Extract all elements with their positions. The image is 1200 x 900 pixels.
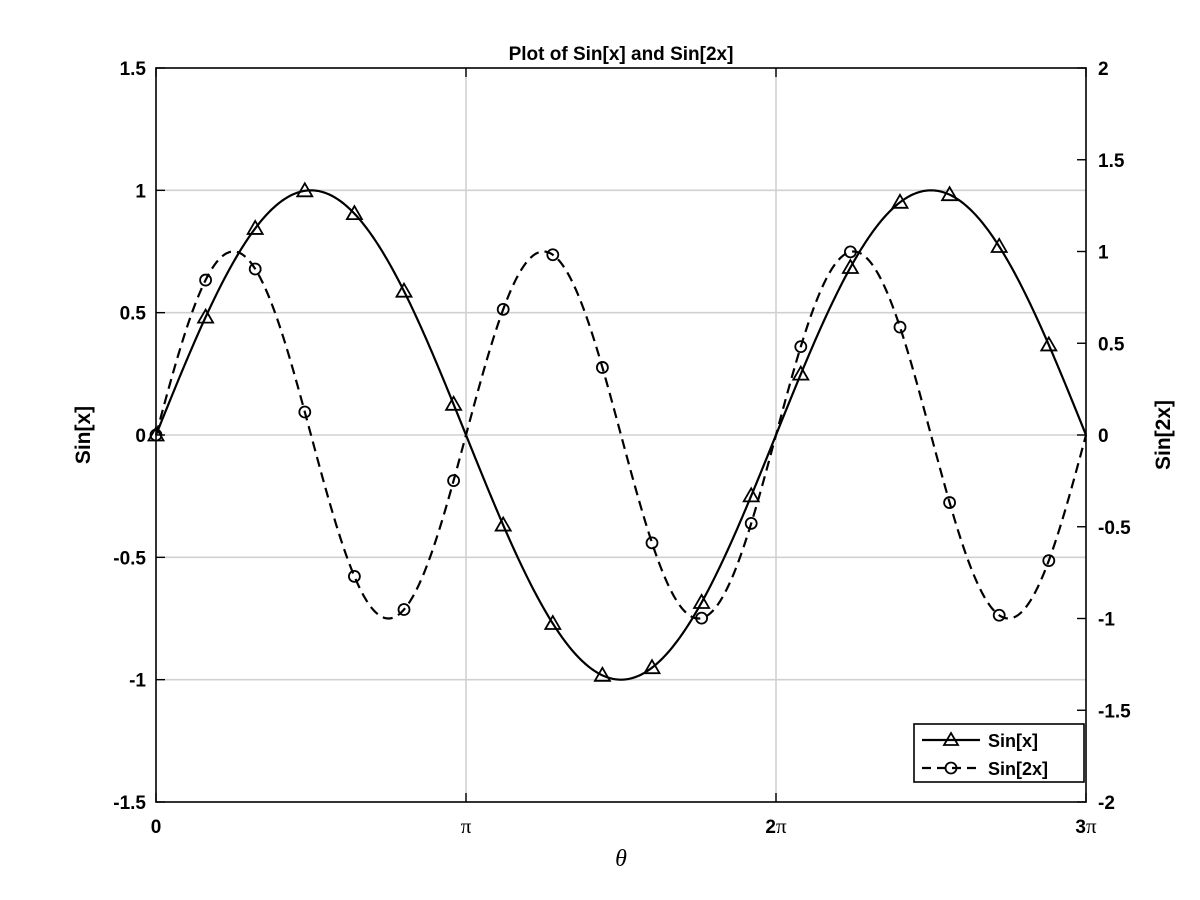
y-axis-left-label: Sin[x] (72, 406, 95, 464)
y-left-tick-label-3: 0 (135, 426, 146, 447)
y-left-tick-label-2: -0.5 (113, 548, 146, 569)
marker-sin-x-15 (890, 193, 910, 209)
marker-sin-x-6 (444, 395, 463, 411)
marker-sin-x-17 (990, 237, 1009, 253)
y-right-tick-label-2: -1 (1098, 610, 1115, 631)
marker-sin-x-2 (246, 219, 265, 235)
marker-sin-x-12 (742, 486, 761, 503)
y-right-tick-label-8: 2 (1098, 59, 1109, 80)
marker-sin-2x-13 (794, 340, 808, 353)
marker-sin-x-13 (791, 364, 810, 381)
y-left-tick-label-5: 1 (135, 181, 146, 202)
marker-sin-2x-11 (695, 611, 708, 625)
marker-sin-2x-17 (992, 608, 1006, 622)
legend-label-sin-x: Sin[x] (988, 731, 1038, 751)
series-line-sin-2x (154, 250, 1088, 620)
marker-sin-x-5 (394, 281, 414, 298)
marker-sin-2x-12 (744, 517, 758, 530)
marker-sin-2x-2 (248, 262, 262, 276)
marker-sin-2x-4 (347, 569, 361, 583)
y-right-tick-label-4: 0 (1098, 426, 1109, 447)
marker-sin-2x-1 (199, 273, 213, 287)
y-right-tick-label-0: -2 (1098, 793, 1115, 814)
y-axis-right-label: Sin[2x] (1152, 400, 1175, 470)
marker-sin-2x-3 (298, 405, 312, 419)
marker-sin-2x-10 (645, 536, 659, 550)
y-left-tick-label-0: -1.5 (113, 793, 146, 814)
x-tick-label-3: 3π (1075, 814, 1097, 838)
y-left-tick-label-6: 1.5 (120, 59, 147, 80)
marker-sin-x-8 (543, 614, 562, 630)
marker-sin-x-9 (593, 666, 612, 682)
y-right-tick-label-6: 1 (1098, 243, 1109, 264)
marker-sin-2x-7 (496, 302, 510, 316)
x-axis-label: θ (615, 846, 627, 872)
marker-sin-2x-16 (943, 496, 956, 509)
series-line-sin-x (154, 189, 1088, 681)
marker-sin-x-4 (345, 204, 364, 221)
marker-sin-2x-5 (397, 603, 411, 616)
marker-sin-2x-15 (893, 320, 907, 334)
legend-marker-circle (944, 761, 958, 775)
series-layer (146, 181, 1088, 682)
marker-sin-x-10 (642, 658, 662, 675)
marker-sin-x-16 (940, 185, 959, 202)
y-right-tick-label-3: -0.5 (1098, 518, 1131, 539)
y-left-tick-label-1: -1 (129, 671, 146, 692)
x-tick-label-1: π (461, 814, 472, 838)
y-right-tick-label-1: -1.5 (1098, 701, 1131, 722)
legend-marker-triangle (942, 731, 960, 746)
legend: Sin[x] Sin[2x] (913, 723, 1085, 783)
y-right-tick-label-5: 0.5 (1098, 334, 1125, 355)
marker-sin-2x-6 (447, 474, 461, 488)
series-markers-sin-2x (149, 245, 1056, 625)
x-tick-label-2: 2π (765, 814, 787, 838)
axis-ticks: -1.5 -1 -0.5 0 0.5 1 1.5 -2 -1.5 -1 -0.5 0 0.5 1 1.5 2 0… (113, 59, 1131, 838)
legend-label-sin-2x: Sin[2x] (988, 759, 1048, 779)
marker-sin-x-1 (196, 307, 215, 324)
marker-sin-x-18 (1039, 335, 1058, 352)
marker-sin-x-7 (494, 515, 513, 532)
marker-sin-x-11 (692, 593, 711, 609)
marker-sin-x-14 (841, 258, 860, 274)
marker-sin-2x-18 (1042, 554, 1056, 568)
y-right-tick-label-7: 1.5 (1098, 151, 1125, 172)
legend-box (913, 723, 1085, 783)
y-left-tick-label-4: 0.5 (120, 304, 147, 325)
x-tick-label-0: 0 (151, 817, 162, 838)
series-markers-sin-x (146, 181, 1058, 682)
marker-sin-x-3 (295, 181, 314, 198)
marker-sin-2x-14 (844, 245, 857, 259)
chart-title: Plot of Sin[x] and Sin[2x] (509, 44, 734, 65)
marker-sin-2x-8 (546, 248, 560, 262)
marker-sin-2x-9 (596, 361, 609, 374)
